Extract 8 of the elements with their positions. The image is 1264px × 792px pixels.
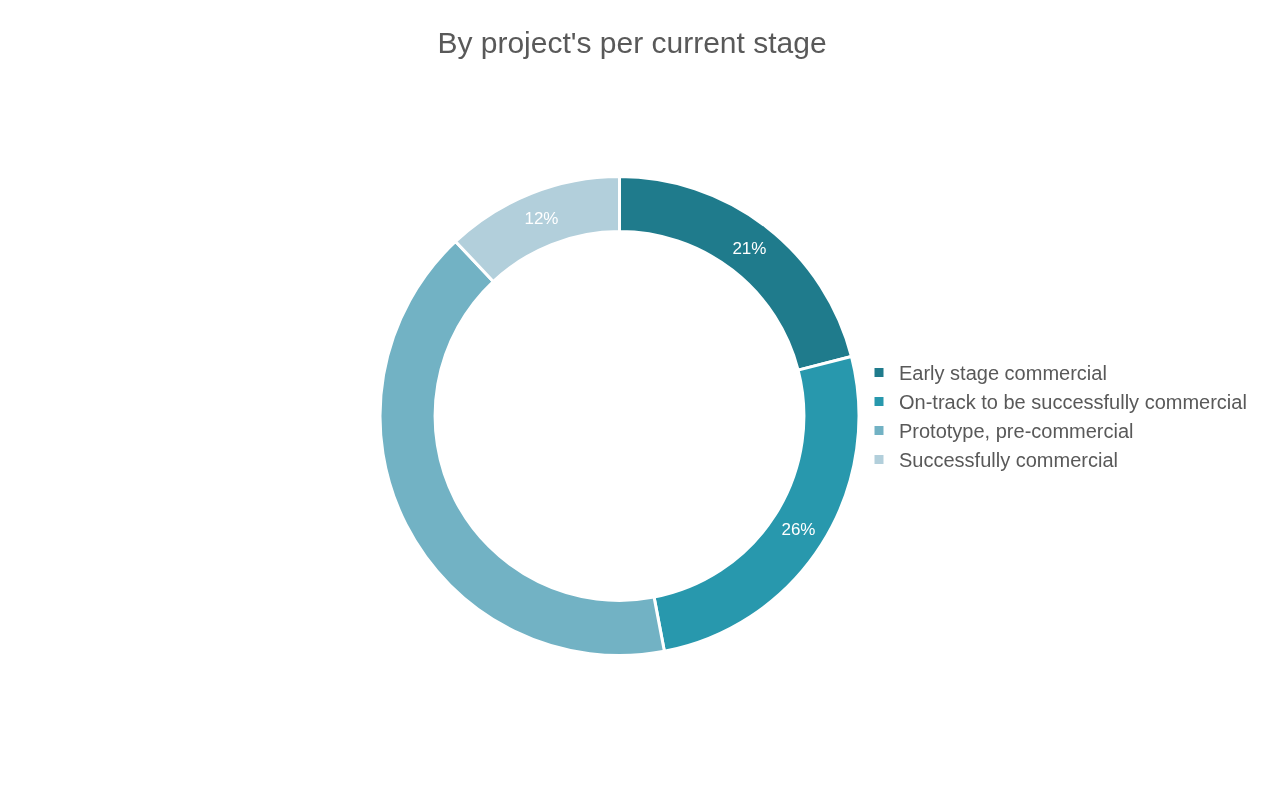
data-label: 12% (524, 209, 559, 229)
data-label: 26% (781, 520, 816, 540)
chart-title: By project's per current stage (437, 25, 827, 59)
legend-label: Early stage commercial (899, 362, 1107, 385)
legend-label: On-track to be successfully commercial (899, 391, 1247, 414)
legend-label: Prototype, pre-commercial (899, 420, 1134, 443)
data-label: 21% (732, 239, 767, 259)
legend-label: Successfully commercial (899, 449, 1118, 472)
